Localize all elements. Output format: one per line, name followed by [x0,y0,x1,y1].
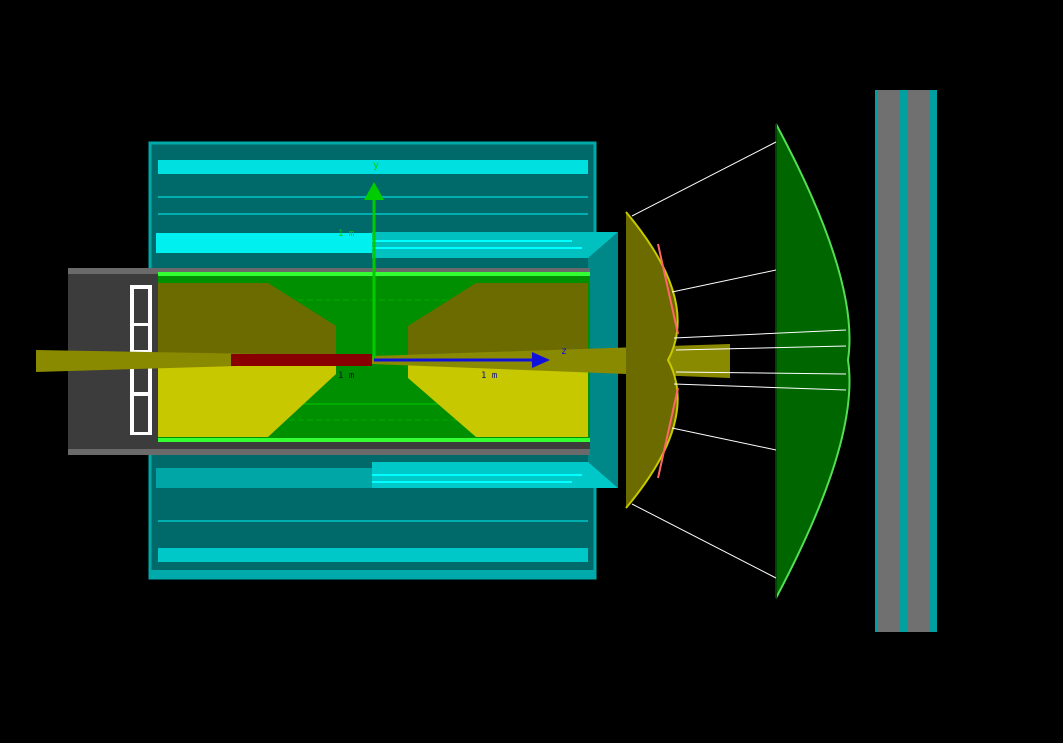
scale-label-y: 1 m [338,229,354,239]
muon-panel [875,90,937,632]
forward-disc [625,211,679,509]
axis-y [364,182,384,360]
scale-label-z: 1 m [481,371,497,381]
forward-detector [775,123,851,599]
endcap-cones [158,283,588,437]
beam-segment-maroon [231,354,372,366]
axis-z [374,352,550,368]
scale-label-origin: 1 m [338,371,354,381]
axis-z-label: z [561,346,567,357]
axis-y-label: y [373,160,379,171]
connector-lines [631,141,847,579]
